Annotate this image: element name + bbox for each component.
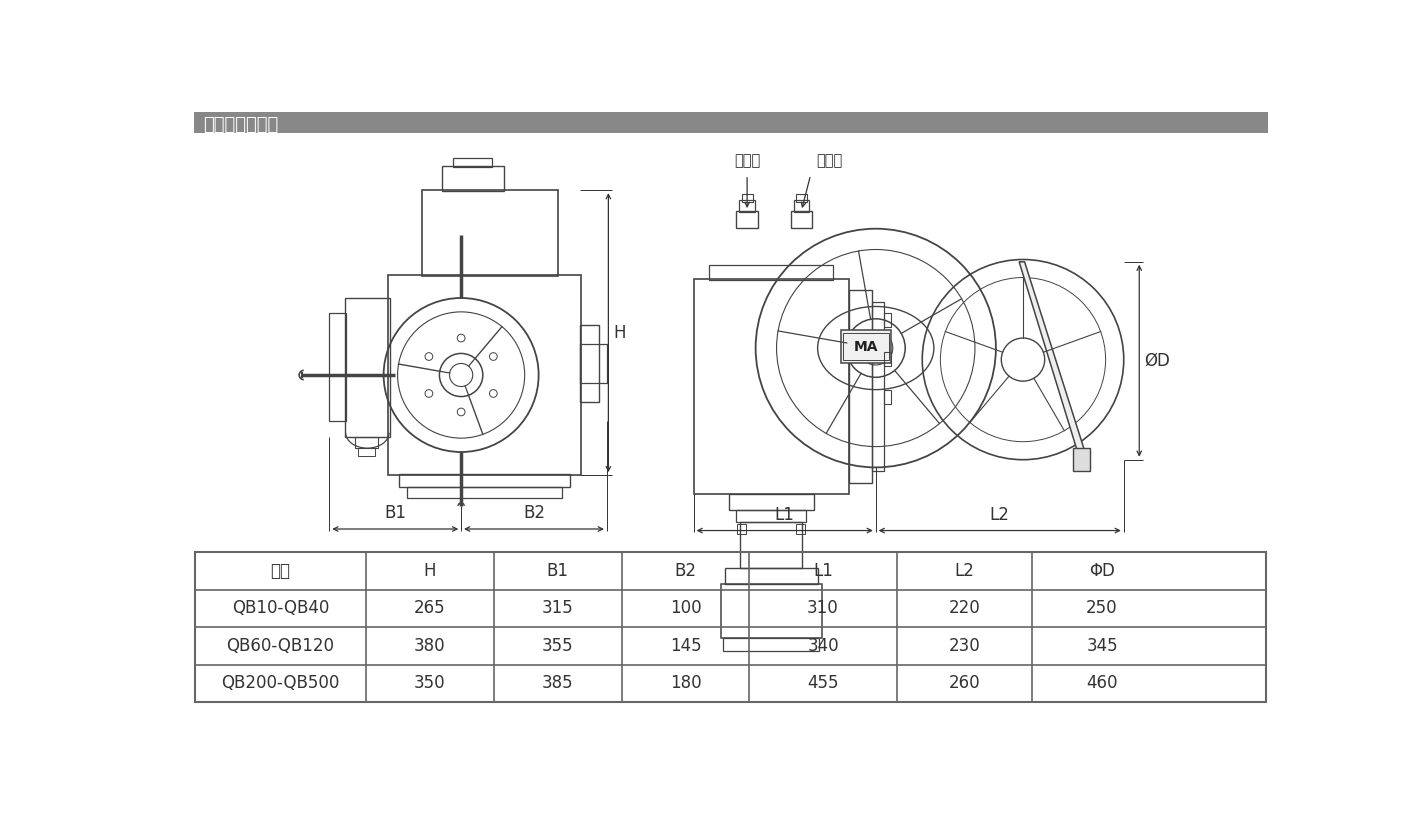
Bar <box>729 495 814 509</box>
Bar <box>355 437 378 448</box>
Bar <box>693 279 848 495</box>
Bar <box>406 487 562 498</box>
Bar <box>1074 448 1091 471</box>
Text: QB60-QB120: QB60-QB120 <box>227 637 335 655</box>
Text: ØD: ØD <box>1144 352 1169 370</box>
Text: 355: 355 <box>542 637 573 655</box>
Bar <box>709 265 833 280</box>
Bar <box>843 333 888 360</box>
Text: L1: L1 <box>813 562 833 579</box>
Text: 230: 230 <box>948 637 980 655</box>
Bar <box>453 158 492 167</box>
Text: 145: 145 <box>670 637 702 655</box>
Bar <box>884 390 891 404</box>
Text: ΦD: ΦD <box>1089 562 1115 579</box>
Bar <box>796 194 807 202</box>
Bar <box>195 552 1266 703</box>
Bar <box>736 211 759 228</box>
Bar <box>580 344 607 383</box>
Bar <box>739 200 754 212</box>
Bar <box>388 275 582 475</box>
Text: L2: L2 <box>954 562 974 579</box>
Text: 220: 220 <box>948 599 980 618</box>
Bar <box>737 523 746 535</box>
Text: 310: 310 <box>807 599 838 618</box>
Text: 265: 265 <box>414 599 445 618</box>
Bar <box>742 194 753 202</box>
Text: L1: L1 <box>774 505 794 523</box>
Bar <box>794 200 809 212</box>
Text: 460: 460 <box>1087 675 1118 693</box>
Text: 关限位: 关限位 <box>734 154 760 169</box>
Bar <box>329 314 347 421</box>
Text: 345: 345 <box>1087 637 1118 655</box>
Text: 型号: 型号 <box>271 562 291 579</box>
Text: L2: L2 <box>990 505 1010 523</box>
Bar <box>194 112 1268 133</box>
Bar <box>740 522 801 568</box>
Text: 250: 250 <box>1087 599 1118 618</box>
Bar <box>796 523 806 535</box>
Text: H: H <box>613 324 626 341</box>
Bar <box>723 637 819 651</box>
Text: 455: 455 <box>807 675 838 693</box>
Bar <box>358 448 375 456</box>
Text: 180: 180 <box>670 675 702 693</box>
Text: B1: B1 <box>384 504 406 522</box>
Text: H: H <box>424 562 436 579</box>
Bar <box>399 474 569 487</box>
Text: B2: B2 <box>674 562 696 579</box>
Bar <box>580 325 599 402</box>
Text: 380: 380 <box>414 637 445 655</box>
Bar <box>841 330 891 363</box>
Bar <box>422 190 558 276</box>
Bar <box>442 165 503 191</box>
Text: B2: B2 <box>523 504 545 522</box>
Bar <box>871 302 884 471</box>
Bar <box>884 352 891 366</box>
Text: QB200-QB500: QB200-QB500 <box>221 675 339 693</box>
Bar <box>736 509 806 522</box>
Bar <box>345 298 389 437</box>
Bar <box>724 568 817 584</box>
Text: 350: 350 <box>414 675 445 693</box>
Text: 外形和外形尺寸: 外形和外形尺寸 <box>202 116 278 134</box>
Text: 100: 100 <box>670 599 702 618</box>
Text: 340: 340 <box>807 637 838 655</box>
Text: 315: 315 <box>542 599 573 618</box>
Bar <box>884 314 891 328</box>
Text: 开限位: 开限位 <box>816 154 843 169</box>
Text: 385: 385 <box>542 675 573 693</box>
Text: 260: 260 <box>948 675 980 693</box>
Text: MA: MA <box>853 340 878 354</box>
Bar <box>720 584 821 637</box>
Polygon shape <box>1020 262 1085 456</box>
Bar <box>790 211 813 228</box>
Text: QB10-QB40: QB10-QB40 <box>232 599 329 618</box>
Text: B1: B1 <box>546 562 569 579</box>
Bar <box>848 290 871 482</box>
